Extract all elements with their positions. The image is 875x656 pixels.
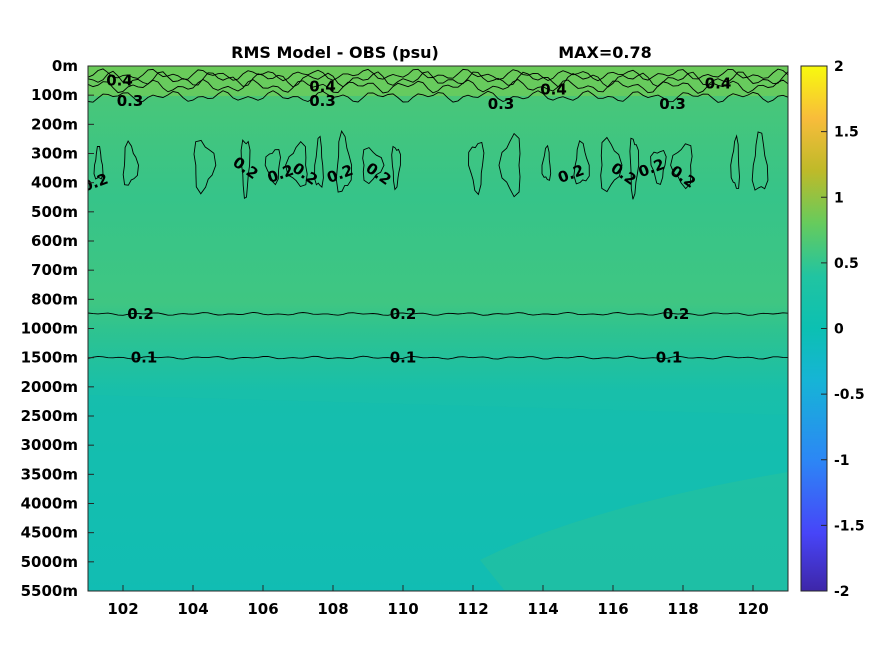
x-tick-label: 120 <box>737 600 768 618</box>
colorbar-tick-label: 0 <box>834 322 844 338</box>
contour-line-0.2 <box>751 131 769 191</box>
contour-label: 0.3 <box>488 95 515 113</box>
contour-label: 0.3 <box>117 92 144 110</box>
colorbar-tick-label: 1.5 <box>834 125 859 141</box>
colorbar-tick-label: -1.5 <box>834 518 865 534</box>
contour-line-0.4 <box>88 68 788 82</box>
contour-line-0.2 <box>391 145 401 191</box>
y-tick-label: 5500m <box>21 582 78 600</box>
colorbar-tick-label: -2 <box>834 584 850 600</box>
contour-line-0.2 <box>93 146 104 180</box>
contour-line-0.4 <box>88 78 788 94</box>
y-tick-label: 2000m <box>21 378 78 396</box>
y-tick-label: 400m <box>31 174 78 192</box>
contour-label: 0.3 <box>309 92 336 110</box>
contour-line-0.2 <box>573 140 590 185</box>
contour-line-0.2 <box>264 149 281 186</box>
x-tick-label: 118 <box>667 600 698 618</box>
y-tick-label: 4500m <box>21 524 78 542</box>
contour-line-0.2 <box>600 136 623 193</box>
contour-line-0.4 <box>88 70 788 88</box>
y-tick-label: 3000m <box>21 436 78 454</box>
y-tick-label: 0m <box>52 57 78 75</box>
y-tick-label: 2500m <box>21 407 78 425</box>
y-tick-label: 200m <box>31 115 78 133</box>
y-tick-label: 4000m <box>21 495 78 513</box>
contour-label: 0.1 <box>390 349 417 367</box>
colorbar-tick-label: 1 <box>834 190 844 206</box>
y-tick-label: 1000m <box>21 320 78 338</box>
contour-label: 0.4 <box>106 72 133 90</box>
contour-line-0.2 <box>730 134 740 189</box>
y-tick-label: 5000m <box>21 553 78 571</box>
y-tick-label: 800m <box>31 290 78 308</box>
contour-line-0.2 <box>541 144 552 181</box>
x-tick-label: 104 <box>177 600 208 618</box>
contour-lines <box>88 68 788 360</box>
contour-label: 0.3 <box>659 95 686 113</box>
contour-label: 0.4 <box>705 75 732 93</box>
y-axis-ticks: 0m 100m 200m 300m 400m 500m 600m 700m 800m 1000m 1… <box>21 57 94 600</box>
colorbar: 2 1.5 1 0.5 0 -0.5 -1 -1.5 -2 <box>800 59 865 600</box>
contour-line-0.2 <box>498 132 521 198</box>
contour-line-0.2 <box>650 149 667 185</box>
x-tick-label: 110 <box>387 600 418 618</box>
heatmap-field: 0.40.30.40.30.40.30.40.30.2 0.2 0.20.2 0.2 0… <box>88 66 788 591</box>
contour-label: 0.4 <box>309 77 336 95</box>
contour-label: 0.1 <box>656 349 683 367</box>
y-tick-label: 700m <box>31 261 78 279</box>
colorbar-tick-label: 0.5 <box>834 256 859 272</box>
y-tick-label: 100m <box>31 86 78 104</box>
x-tick-label: 102 <box>107 600 138 618</box>
contour-line-0.2 <box>468 141 485 196</box>
x-tick-label: 108 <box>317 600 348 618</box>
contour-line-0.2 <box>629 137 640 200</box>
contour-line-0.2 <box>314 135 324 188</box>
contour-line-0.2 <box>670 143 693 190</box>
y-tick-label: 600m <box>31 232 78 250</box>
colorbar-tick-label: 2 <box>834 59 844 75</box>
y-tick-label: 1500m <box>21 349 78 367</box>
colorbar-tick-label: -1 <box>834 453 850 469</box>
contour-line-0.2 <box>285 141 308 188</box>
y-tick-label: 300m <box>31 145 78 163</box>
colorbar-ticks: 2 1.5 1 0.5 0 -0.5 -1 -1.5 -2 <box>821 59 865 600</box>
x-tick-label: 114 <box>527 600 558 618</box>
contour-line-0.1 <box>88 355 788 360</box>
x-axis-ticks: 102 104 106 108 110 112 114 116 118 120 <box>107 585 769 618</box>
y-tick-label: 500m <box>31 203 78 221</box>
max-value-label: MAX=0.78 <box>558 43 652 62</box>
chart-title: RMS Model - OBS (psu) <box>231 43 439 62</box>
contour-line-0.2 <box>122 140 139 186</box>
x-tick-label: 106 <box>247 600 278 618</box>
x-tick-label: 112 <box>457 600 488 618</box>
contour-line-0.2 <box>335 129 353 193</box>
contour-label: 0.2 <box>390 305 417 323</box>
contour-line-0.3 <box>88 90 788 103</box>
contour-line-0.2 <box>193 139 217 195</box>
x-tick-label: 116 <box>597 600 628 618</box>
contour-label: 0.1 <box>131 349 158 367</box>
contour-line-0.2 <box>240 139 251 200</box>
y-tick-label: 3500m <box>21 465 78 483</box>
colorbar-tick-label: -0.5 <box>834 387 865 403</box>
contour-label: 0.4 <box>540 80 567 98</box>
contour-line-0.2 <box>88 311 788 316</box>
contour-label: 0.2 <box>663 305 690 323</box>
contour-line-0.2 <box>362 147 385 185</box>
contour-label: 0.2 <box>127 305 154 323</box>
